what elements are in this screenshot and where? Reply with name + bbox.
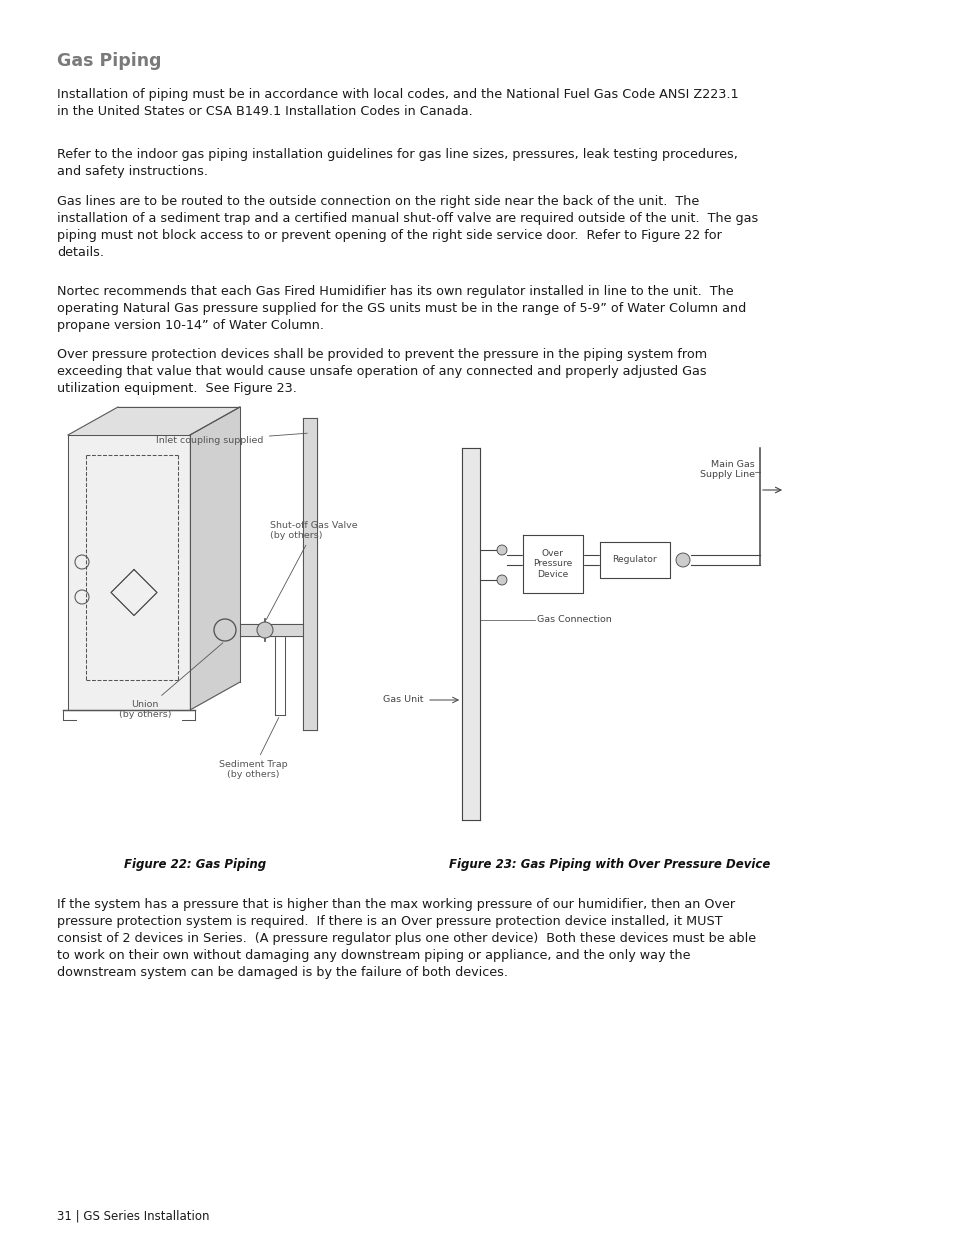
Polygon shape [68, 408, 240, 435]
Text: Shut-off Gas Valve
(by others): Shut-off Gas Valve (by others) [266, 521, 357, 620]
Text: Main Gas
Supply Line: Main Gas Supply Line [700, 459, 754, 479]
Circle shape [497, 576, 506, 585]
Circle shape [676, 553, 689, 567]
Text: Over
Pressure
Device: Over Pressure Device [533, 550, 572, 579]
Text: Gas lines are to be routed to the outside connection on the right side near the : Gas lines are to be routed to the outsid… [57, 195, 758, 259]
Polygon shape [522, 535, 582, 593]
Circle shape [213, 619, 235, 641]
Polygon shape [240, 624, 303, 636]
Polygon shape [190, 408, 240, 710]
Text: Figure 23: Gas Piping with Over Pressure Device: Figure 23: Gas Piping with Over Pressure… [449, 858, 770, 871]
Circle shape [256, 622, 273, 638]
Text: Union
(by others): Union (by others) [118, 642, 223, 720]
Circle shape [497, 545, 506, 555]
Text: Refer to the indoor gas piping installation guidelines for gas line sizes, press: Refer to the indoor gas piping installat… [57, 148, 737, 178]
Polygon shape [461, 448, 479, 820]
Polygon shape [68, 435, 190, 710]
Text: Over pressure protection devices shall be provided to prevent the pressure in th: Over pressure protection devices shall b… [57, 348, 706, 395]
Polygon shape [303, 417, 316, 730]
Text: Inlet coupling supplied: Inlet coupling supplied [156, 433, 307, 445]
Text: 31 | GS Series Installation: 31 | GS Series Installation [57, 1210, 210, 1223]
Text: Gas Piping: Gas Piping [57, 52, 161, 70]
Text: Gas Connection: Gas Connection [537, 615, 611, 625]
Text: Figure 22: Gas Piping: Figure 22: Gas Piping [124, 858, 266, 871]
Polygon shape [599, 542, 669, 578]
Text: Installation of piping must be in accordance with local codes, and the National : Installation of piping must be in accord… [57, 88, 738, 119]
Text: Sediment Trap
(by others): Sediment Trap (by others) [218, 718, 287, 779]
Text: Gas Unit: Gas Unit [383, 695, 423, 704]
Text: Nortec recommends that each Gas Fired Humidifier has its own regulator installed: Nortec recommends that each Gas Fired Hu… [57, 285, 745, 332]
Text: If the system has a pressure that is higher than the max working pressure of our: If the system has a pressure that is hig… [57, 898, 756, 979]
Text: Regulator: Regulator [612, 556, 657, 564]
